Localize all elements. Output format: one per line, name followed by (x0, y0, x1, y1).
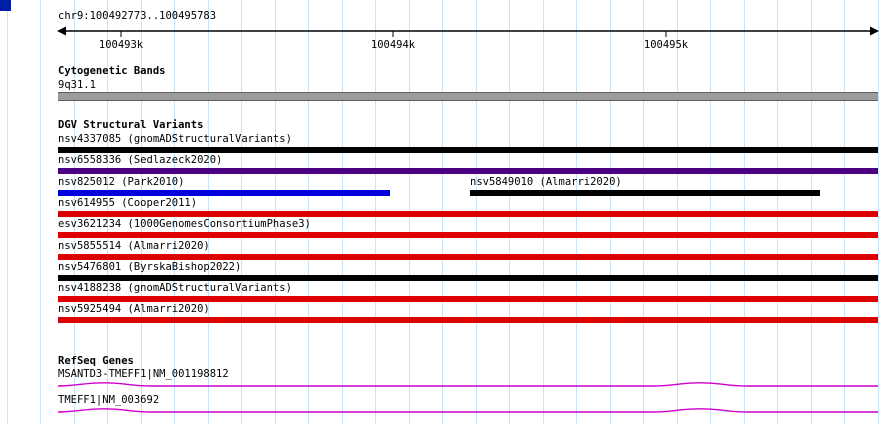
dgv-variant-row: esv3621234 (1000GenomesConsortiumPhase3) (58, 219, 878, 240)
dgv-variant-row: nsv4188238 (gnomADStructuralVariants) (58, 283, 878, 304)
variant-label[interactable]: nsv5855514 (Almarri2020) (58, 239, 210, 252)
gene-line-tmeff1[interactable] (57, 408, 878, 413)
dgv-variant-row: nsv825012 (Park2010) nsv5849010 (Almarri2… (58, 175, 878, 198)
gene-line-msantd3-tmeff1[interactable] (57, 382, 878, 387)
variant-label[interactable]: nsv6558336 (Sedlazeck2020) (58, 154, 223, 167)
ruler-tick-label: 100493k (98, 39, 144, 51)
variant-bar[interactable] (58, 189, 390, 196)
dgv-variant-row: nsv6558336 (Sedlazeck2020) (58, 155, 878, 176)
cytoband-label[interactable]: 9q31.1 (58, 79, 96, 91)
variant-label[interactable]: nsv825012 (Park2010) (58, 175, 185, 188)
variant-label[interactable]: nsv5925494 (Almarri2020) (58, 303, 210, 316)
ruler (57, 26, 879, 37)
variant-bar[interactable] (58, 296, 878, 303)
variant-bar[interactable] (58, 253, 878, 260)
gene-label[interactable]: TMEFF1|NM_003692 (58, 394, 160, 406)
variant-bar[interactable] (58, 147, 878, 153)
variant-bar[interactable] (58, 317, 878, 324)
gene-label[interactable]: MSANTD3-TMEFF1|NM_001198812 (58, 368, 229, 380)
dgv-variant-row: nsv4337085 (gnomADStructuralVariants) (58, 134, 878, 155)
ruler-right-arrow-icon (870, 26, 879, 36)
variant-bar[interactable] (58, 168, 878, 175)
variant-label[interactable]: nsv4337085 (gnomADStructuralVariants) (58, 133, 292, 145)
grid-line (40, 0, 41, 424)
variant-label[interactable]: nsv4188238 (gnomADStructuralVariants) (58, 282, 292, 295)
grid-line (877, 0, 879, 424)
refseq-title: RefSeq Genes (58, 355, 134, 367)
variant-bar[interactable] (58, 232, 878, 239)
variant-label[interactable]: nsv614955 (Cooper2011) (58, 196, 198, 209)
ruler-left-arrow-icon (57, 26, 66, 36)
region-label: chr9:100492773..100495783 (58, 10, 217, 22)
variant-label[interactable]: nsv5476801 (ByrskaBishop2022) (58, 260, 242, 273)
cytogenetic-title: Cytogenetic Bands (58, 65, 166, 77)
variant-bar[interactable] (470, 189, 820, 196)
dgv-variant-row: nsv5476801 (ByrskaBishop2022) (58, 260, 878, 283)
dgv-variant-row: nsv614955 (Cooper2011) (58, 196, 878, 219)
grid-line (6, 0, 8, 424)
cytoband-bar[interactable] (58, 92, 878, 101)
variant-bar[interactable] (58, 274, 878, 281)
ruler-tick-label: 100494k (370, 39, 416, 51)
dgv-rows: nsv4337085 (gnomADStructuralVariants) nsv… (58, 134, 878, 329)
dgv-title: DGV Structural Variants (58, 119, 204, 131)
dgv-variant-row: nsv5855514 (Almarri2020) (58, 239, 878, 262)
dgv-variant-row: nsv5925494 (Almarri2020) (58, 304, 878, 325)
variant-label[interactable]: nsv5849010 (Almarri2020) (470, 175, 622, 188)
corner-marker (0, 0, 11, 11)
variant-bar[interactable] (58, 210, 878, 217)
variant-label[interactable]: esv3621234 (1000GenomesConsortiumPhase3) (58, 218, 311, 231)
ruler-tick-label: 100495k (643, 39, 689, 51)
